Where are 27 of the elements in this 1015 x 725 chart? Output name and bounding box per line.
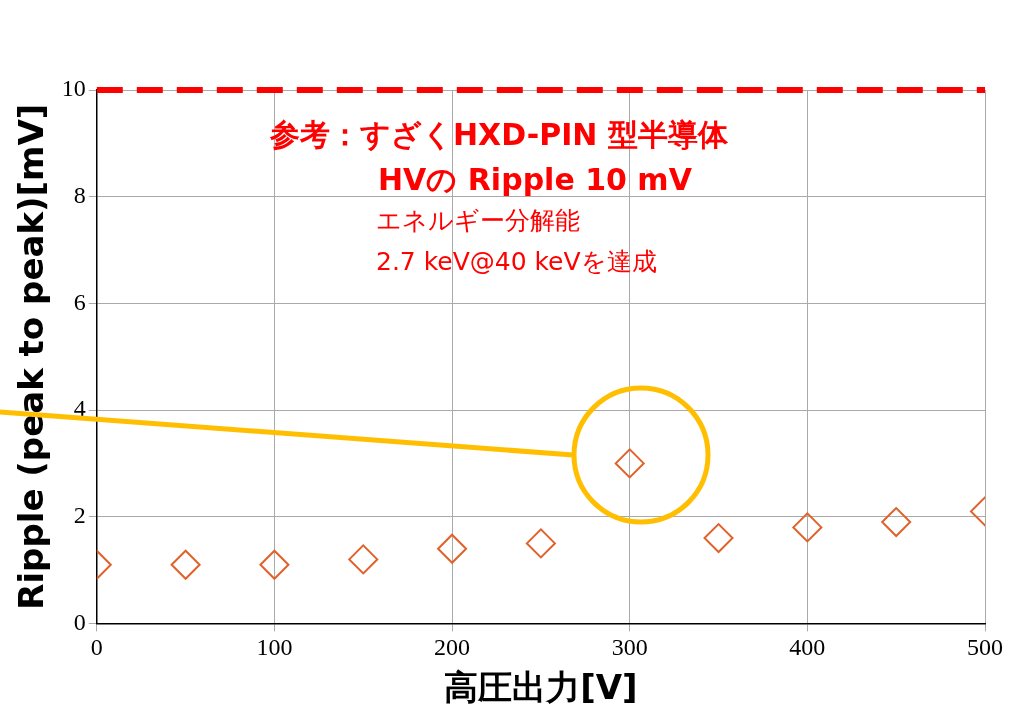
point: [881, 507, 912, 538]
y-tick-label: 2: [73, 502, 86, 529]
y-tick-label: 0: [73, 608, 86, 635]
point: [614, 448, 645, 479]
annotation: エネルギー分解能: [376, 205, 580, 235]
annotation: 2.7 keV@40 keVを達成: [376, 246, 657, 276]
point: [792, 512, 823, 543]
y-tick-label: 6: [73, 288, 86, 315]
x-tick-label: 300: [611, 634, 648, 661]
point: [437, 533, 468, 564]
point: [170, 549, 201, 580]
annotation: HVの Ripple 10 mV: [378, 161, 693, 197]
x-axis-title: 高圧出力[V]: [444, 667, 638, 708]
x-tick-label: 100: [256, 634, 293, 661]
y-tick-label: 10: [61, 75, 86, 102]
x-tick-label: 400: [789, 634, 826, 661]
x-tick-label: 200: [434, 634, 471, 661]
point: [525, 528, 556, 559]
point: [703, 523, 734, 554]
annotation: 参考：すざくHXD-PIN 型半導体: [269, 116, 729, 152]
y-tick-label: 8: [73, 181, 86, 208]
x-tick-label: 0: [90, 634, 103, 661]
x-tick-label: 500: [967, 634, 1003, 661]
y-tick-label: 4: [73, 395, 86, 422]
point: [259, 549, 290, 580]
y-axis-title: Ripple (peak to peak)[mV]: [11, 103, 52, 610]
point: [348, 544, 379, 575]
